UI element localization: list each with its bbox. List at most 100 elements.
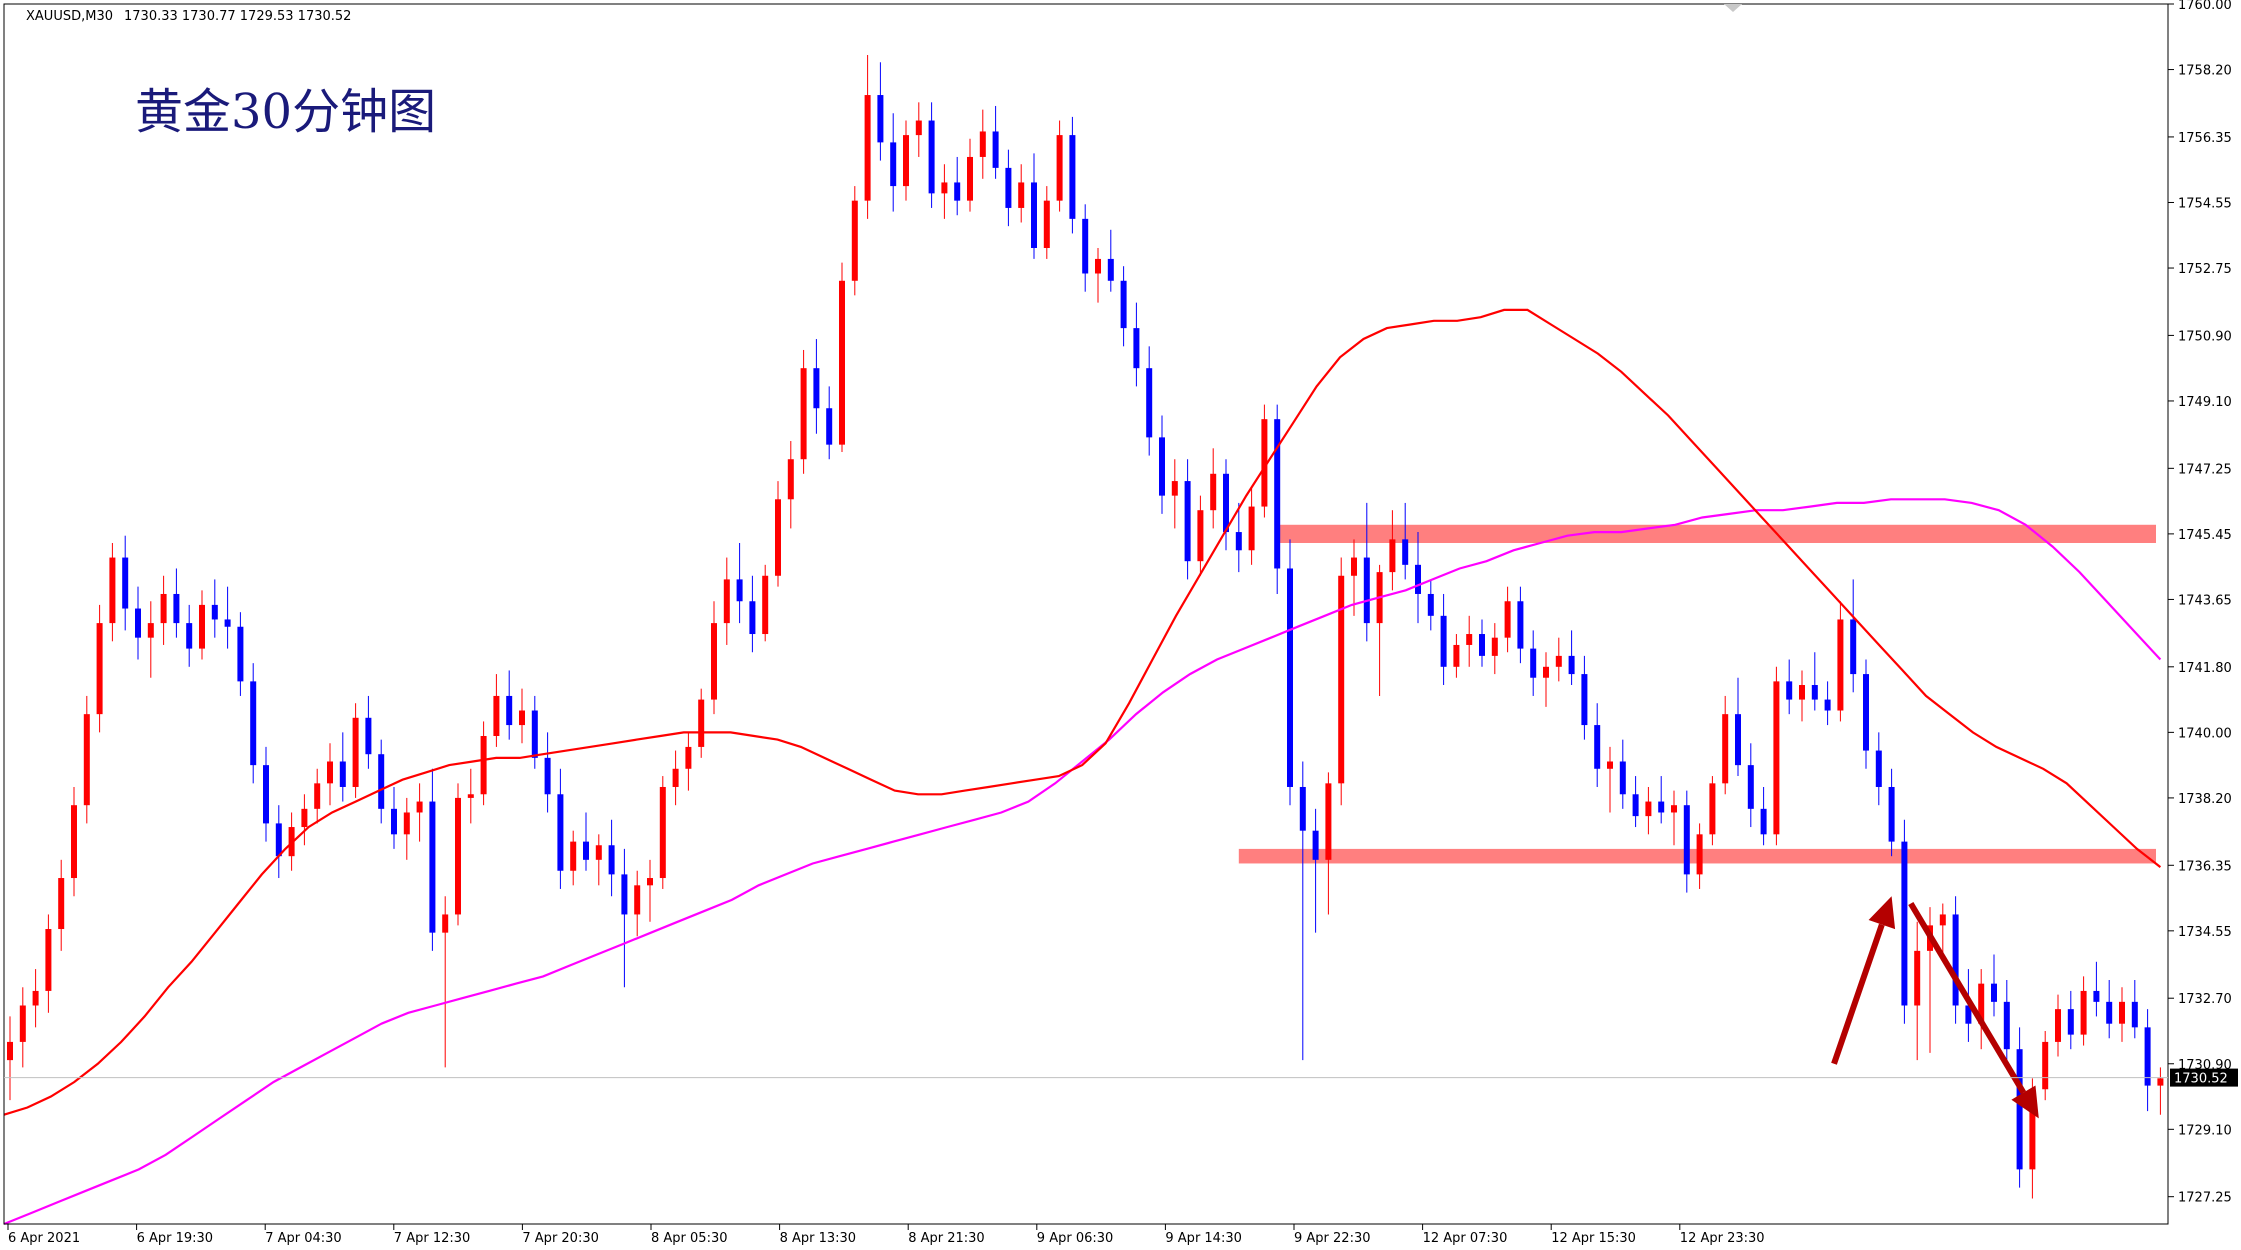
candle-body	[1850, 619, 1857, 675]
candle-body	[1235, 532, 1242, 551]
candle-body	[263, 765, 269, 824]
candle-body	[506, 695, 513, 726]
candle-body	[160, 593, 167, 624]
candle-body	[1811, 685, 1818, 700]
candle-body	[135, 608, 141, 638]
candle-body	[199, 604, 205, 649]
candle-body	[1248, 506, 1255, 551]
candle-body	[1671, 805, 1677, 813]
candle-body	[1747, 765, 1754, 809]
candle-body	[429, 801, 436, 933]
candle-body	[1888, 786, 1895, 842]
axes-layer: 1760.00 1758.20 1756.35 1754.55 1752.75 1750.…	[3, 0, 2238, 1246]
candle-body	[2131, 1001, 2138, 1028]
candle-body	[787, 459, 794, 500]
trend-arrow-head-icon	[1868, 896, 1896, 930]
candle-body	[1018, 182, 1025, 208]
candle-body	[1325, 783, 1332, 860]
candle-body	[2093, 990, 2100, 1002]
candle-body	[826, 408, 833, 445]
candle-body	[327, 761, 333, 784]
y-tick-label: 1727.25	[2178, 1191, 2232, 1206]
candle-body	[967, 156, 973, 201]
candle-body	[954, 182, 961, 201]
candle-body	[224, 619, 231, 627]
candle-body	[1594, 725, 1601, 769]
candle-body	[762, 575, 769, 635]
candle-body	[890, 142, 897, 187]
candle-body	[1146, 368, 1153, 438]
candle-body	[1159, 437, 1165, 496]
candle-body	[493, 695, 500, 736]
y-tick-label: 1740.00	[2178, 726, 2232, 741]
candle-body	[1901, 841, 1908, 1006]
candle-body	[1043, 200, 1050, 248]
x-tick-label: 8 Apr 13:30	[780, 1231, 857, 1246]
candle-body	[583, 841, 589, 860]
candle-body	[941, 182, 948, 194]
x-tick-label: 7 Apr 12:30	[394, 1231, 471, 1246]
candle-body	[685, 746, 692, 769]
x-tick-label: 12 Apr 07:30	[1423, 1231, 1508, 1246]
candle-body	[634, 885, 641, 915]
candle-body	[7, 1041, 13, 1061]
candle-body	[544, 757, 551, 795]
candle-body	[1184, 481, 1191, 562]
candle-body	[1991, 983, 1997, 1002]
candle-body	[1031, 182, 1037, 248]
candle-body	[647, 878, 653, 886]
candle-body	[480, 736, 487, 795]
y-tick-label: 1734.55	[2178, 925, 2232, 940]
candle-body	[1696, 834, 1703, 875]
candle-body	[45, 929, 52, 991]
candle-body	[1709, 783, 1716, 835]
candle-body	[711, 623, 717, 700]
candle-body	[1978, 983, 1985, 1024]
y-tick-label: 1747.25	[2178, 462, 2232, 477]
candle-body	[1722, 714, 1729, 784]
candle-body	[58, 878, 65, 930]
candle-body	[2042, 1041, 2049, 1090]
candle-body	[531, 710, 538, 758]
candle-body	[1402, 539, 1409, 565]
candle-body	[979, 131, 986, 157]
candle-body	[455, 797, 461, 915]
candle-body	[2003, 1001, 2010, 1050]
candle-body	[736, 579, 743, 602]
candle-body	[1069, 135, 1076, 219]
y-tick-label: 1743.65	[2178, 593, 2232, 608]
y-tick-label: 1738.20	[2178, 792, 2232, 807]
chart-header-ohlc: 1730.33 1730.77 1729.53 1730.52	[124, 9, 351, 24]
candle-body	[1171, 481, 1178, 496]
candle-body	[378, 754, 385, 809]
candle-body	[519, 710, 525, 726]
candle-body	[1261, 419, 1268, 507]
candle-body	[2067, 1009, 2074, 1035]
y-tick-label: 1758.20	[2178, 64, 2232, 79]
y-tick-label: 1754.55	[2178, 196, 2232, 211]
candle-body	[1210, 473, 1217, 511]
candle-body	[698, 699, 705, 747]
zones-layer	[1238, 524, 2156, 864]
candle-body	[608, 845, 615, 875]
candle-body	[391, 808, 397, 835]
candle-body	[1863, 674, 1869, 751]
x-tick-label: 6 Apr 19:30	[137, 1231, 214, 1246]
candle-body	[1440, 615, 1447, 667]
candle-body	[749, 601, 756, 635]
candle-body	[250, 681, 257, 766]
candle-body	[403, 812, 410, 835]
ma-fast-line	[3, 308, 2162, 1116]
x-tick-label: 8 Apr 05:30	[651, 1231, 728, 1246]
candle-body	[1568, 655, 1575, 675]
candle-body	[122, 557, 129, 609]
candle-body	[2119, 1001, 2125, 1024]
candle-body	[1287, 568, 1293, 787]
candle-body	[775, 499, 781, 576]
candle-body	[813, 368, 820, 409]
candles-layer	[7, 54, 2164, 1199]
candle-body	[147, 623, 154, 638]
x-tick-label: 7 Apr 20:30	[522, 1231, 599, 1246]
ma-slow-line	[3, 498, 2162, 1226]
